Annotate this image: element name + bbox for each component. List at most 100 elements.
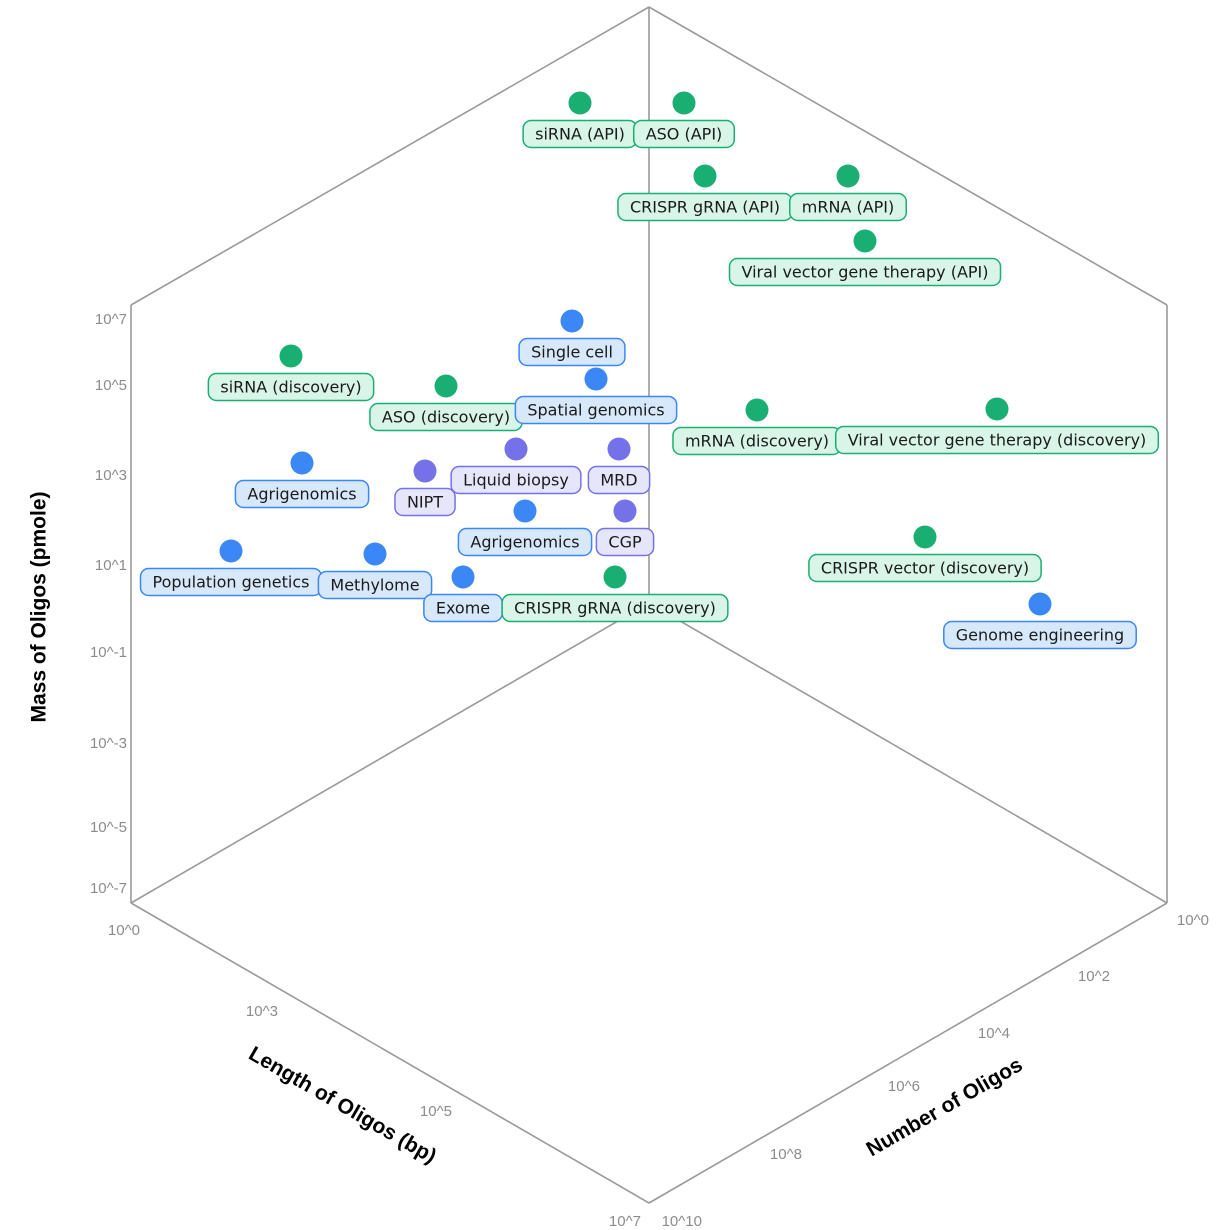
axes-frame — [130, 6, 1168, 1204]
point-marker — [584, 367, 608, 391]
point-marker — [607, 437, 631, 461]
point-label: ASO (API) — [646, 125, 723, 144]
mass-tick-label: 10^5 — [95, 377, 127, 394]
point-label: Population genetics — [153, 573, 310, 592]
point-marker — [613, 499, 637, 523]
point-marker — [745, 398, 769, 422]
point-aso-api: ASO (API) — [632, 91, 736, 149]
mass-tick-label: 10^3 — [95, 467, 127, 484]
frame-bottom-right — [648, 902, 1168, 1204]
length-tick-label: 10^5 — [420, 1103, 452, 1120]
number-tick-label: 10^0 — [1177, 912, 1209, 929]
axis-ticks: 10^7 10^5 10^3 10^1 10^-1 10^-3 10^-5 10^-7 10^0… — [90, 311, 1209, 1230]
point-agrigenomics: Agrigenomics — [234, 451, 370, 509]
point-label: Agrigenomics — [247, 485, 356, 504]
point-label-box — [789, 192, 907, 222]
point-marker — [693, 164, 717, 188]
point-viral-vector-gene-therapy-api: Viral vector gene therapy (API) — [728, 229, 1002, 287]
point-liquid-biopsy: Liquid biopsy — [450, 437, 582, 495]
length-tick-label: 10^0 — [108, 922, 140, 939]
point-spatial-genomics: Spatial genomics — [514, 367, 678, 425]
point-label: CRISPR gRNA (API) — [630, 198, 780, 217]
point-marker — [434, 374, 458, 398]
point-label: Spatial genomics — [527, 401, 664, 420]
point-label-box — [632, 119, 736, 149]
point-crispr-vector-discovery: CRISPR vector (discovery) — [808, 525, 1042, 583]
point-label: mRNA (discovery) — [685, 432, 829, 451]
point-nipt: NIPT — [394, 459, 456, 517]
point-viral-vector-gene-therapy-discovery: Viral vector gene therapy (discovery) — [834, 397, 1160, 455]
point-label-box — [808, 553, 1042, 583]
mass-tick-label: 10^1 — [95, 557, 127, 574]
point-label-box — [207, 372, 375, 402]
point-agrigenomics: Agrigenomics — [457, 499, 593, 557]
point-methylome: Methylome — [317, 542, 433, 600]
point-label: Exome — [436, 599, 490, 618]
point-label-box — [728, 257, 1002, 287]
point-marker — [985, 397, 1009, 421]
point-label: CRISPR gRNA (discovery) — [514, 599, 716, 618]
point-crispr-grna-discovery: CRISPR gRNA (discovery) — [501, 565, 729, 623]
point-label-box — [394, 487, 456, 517]
number-tick-label: 10^8 — [770, 1146, 802, 1163]
point-label: Genome engineering — [956, 626, 1124, 645]
point-label: Viral vector gene therapy (discovery) — [848, 431, 1147, 450]
point-marker — [603, 565, 627, 589]
point-crispr-grna-api: CRISPR gRNA (API) — [617, 164, 793, 222]
point-mrna-api: mRNA (API) — [789, 164, 907, 222]
point-label-box — [317, 570, 433, 600]
point-marker — [836, 164, 860, 188]
point-marker — [1028, 592, 1052, 616]
point-label-box — [501, 593, 729, 623]
point-label: Viral vector gene therapy (API) — [741, 263, 988, 282]
point-label-box — [457, 527, 593, 557]
frame-bottom-left — [130, 902, 650, 1204]
number-tick-label: 10^2 — [1078, 968, 1110, 985]
point-label-box — [234, 479, 370, 509]
point-label: CGP — [608, 533, 642, 552]
point-label-box — [518, 337, 626, 367]
point-marker — [363, 542, 387, 566]
point-marker — [451, 565, 475, 589]
point-marker — [513, 499, 537, 523]
point-label: MRD — [600, 471, 637, 490]
point-cgp: CGP — [595, 499, 655, 557]
point-mrd: MRD — [587, 437, 651, 495]
length-tick-label: 10^7 — [609, 1213, 641, 1230]
point-label: Agrigenomics — [470, 533, 579, 552]
point-population-genetics: Population genetics — [139, 539, 323, 597]
mass-tick-label: 10^-5 — [90, 819, 127, 836]
mass-tick-label: 10^-1 — [90, 644, 127, 661]
length-axis-title: Length of Oligos (bp) — [245, 1042, 440, 1168]
number-tick-label: 10^6 — [888, 1078, 920, 1095]
point-marker — [504, 437, 528, 461]
point-label-box — [450, 465, 582, 495]
point-label-box — [595, 527, 655, 557]
point-marker — [413, 459, 437, 483]
frame-top-left — [130, 6, 650, 306]
point-label: CRISPR vector (discovery) — [821, 559, 1029, 578]
point-label: ASO (discovery) — [382, 408, 510, 427]
point-label-box — [834, 425, 1160, 455]
point-label: siRNA (discovery) — [220, 378, 361, 397]
number-axis-title: Number of Oligos — [862, 1053, 1026, 1161]
point-label: Methylome — [330, 576, 419, 595]
point-single-cell: Single cell — [518, 309, 626, 367]
point-label: Single cell — [531, 343, 613, 362]
number-tick-label: 10^10 — [662, 1213, 702, 1230]
point-sirna-api: siRNA (API) — [522, 91, 638, 149]
point-genome-engineering: Genome engineering — [943, 592, 1137, 650]
point-marker — [672, 91, 696, 115]
mass-tick-label: 10^7 — [95, 311, 127, 328]
point-label-box — [587, 465, 651, 495]
frame-center-right — [648, 602, 1168, 904]
frame-top-right — [648, 6, 1168, 306]
point-label: mRNA (API) — [802, 198, 895, 217]
data-points: siRNA (API) ASO (API) CRISPR gRNA (API) mRN… — [139, 91, 1160, 650]
point-marker — [560, 309, 584, 333]
frame-center-left — [130, 602, 650, 904]
point-label: siRNA (API) — [535, 125, 625, 144]
point-sirna-discovery: siRNA (discovery) — [207, 344, 375, 402]
point-mrna-discovery: mRNA (discovery) — [672, 398, 842, 456]
